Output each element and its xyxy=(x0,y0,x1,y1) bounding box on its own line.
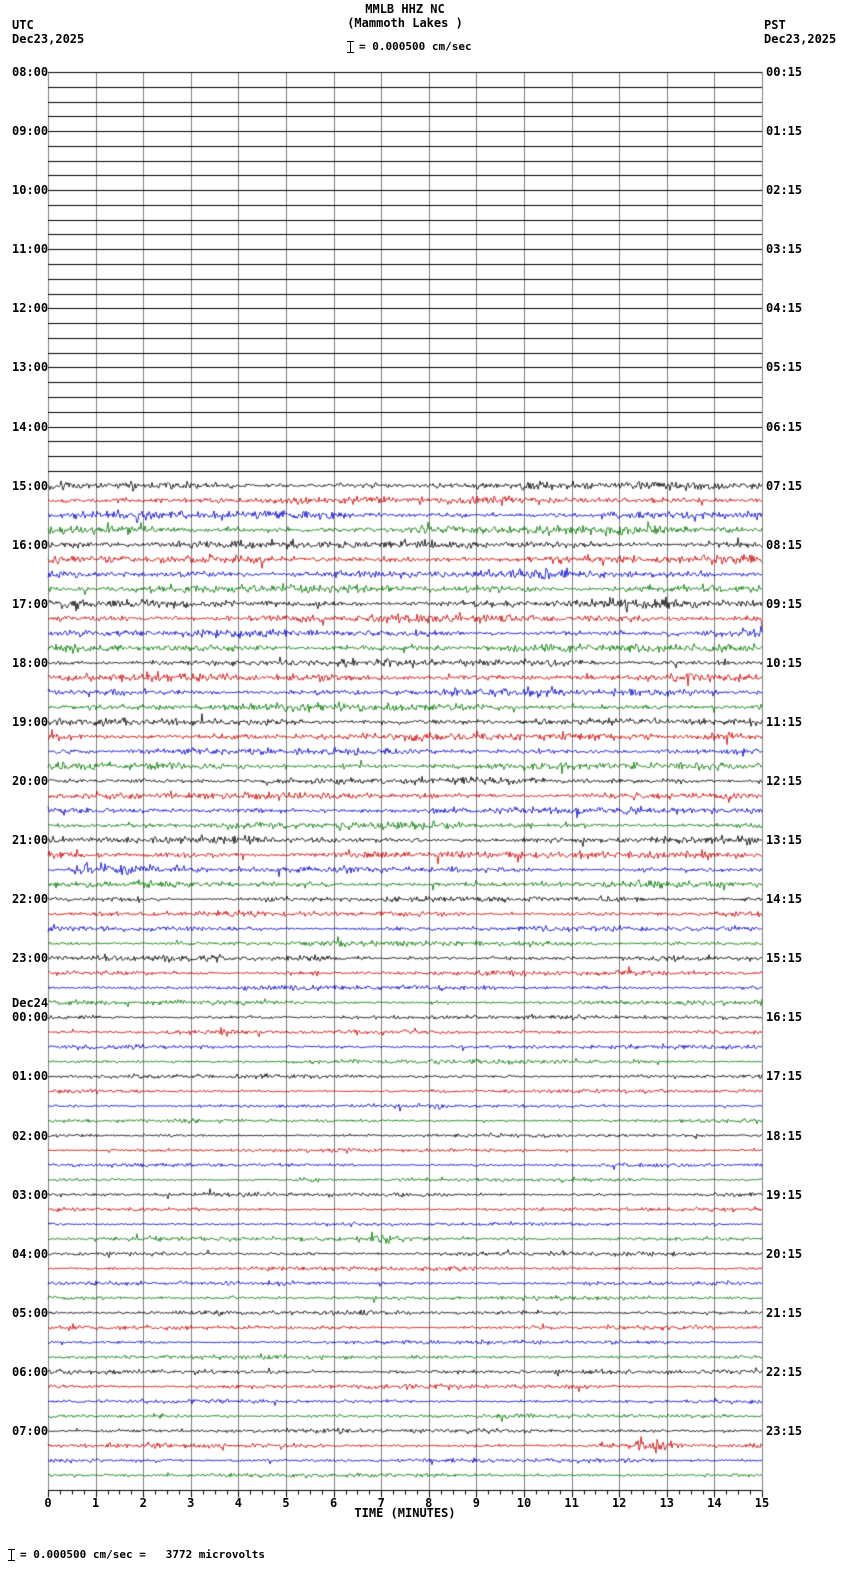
utc-hour-label: 04:00 xyxy=(12,1246,49,1261)
utc-hour-label: 02:00 xyxy=(12,1128,49,1143)
pst-hour-label: 19:15 xyxy=(766,1187,803,1202)
utc-hour-label: 08:00 xyxy=(12,65,49,79)
utc-hour-label: 18:00 xyxy=(12,655,49,670)
utc-hour-label: 14:00 xyxy=(12,419,49,434)
utc-hour-label: 06:00 xyxy=(12,1364,49,1379)
pst-hour-label: 09:15 xyxy=(766,596,803,611)
x-tick-label: 11 xyxy=(564,1496,579,1510)
utc-hour-label: 19:00 xyxy=(12,714,49,729)
x-tick-label: 3 xyxy=(187,1496,195,1510)
utc-hour-label: 09:00 xyxy=(12,124,49,139)
pst-hour-label: 15:15 xyxy=(766,951,803,966)
pst-hour-label: 03:15 xyxy=(766,242,803,257)
station-title: MMLB HHZ NC xyxy=(365,2,445,16)
pst-hour-label: 14:15 xyxy=(766,892,803,907)
pst-hour-label: 05:15 xyxy=(766,360,803,375)
pst-hour-label: 23:15 xyxy=(766,1423,803,1438)
pst-hour-label: 07:15 xyxy=(766,478,803,493)
pst-hour-label: 22:15 xyxy=(766,1364,803,1379)
pst-hour-label: 04:15 xyxy=(766,301,803,316)
pst-hour-label: 17:15 xyxy=(766,1069,803,1084)
pst-hour-label: 21:15 xyxy=(766,1305,803,1320)
x-tick-label: 14 xyxy=(707,1496,722,1510)
utc-hour-label: 03:00 xyxy=(12,1187,49,1202)
utc-hour-label: 22:00 xyxy=(12,892,49,907)
pst-date: Dec23,2025 xyxy=(764,32,837,46)
x-tick-label: 10 xyxy=(516,1496,532,1510)
x-tick-label: 4 xyxy=(234,1496,243,1510)
utc-hour-label: 05:00 xyxy=(12,1305,49,1320)
x-tick-label: 0 xyxy=(44,1496,52,1510)
utc-hour-label: 17:00 xyxy=(12,596,49,611)
scale-bar-icon xyxy=(347,40,354,53)
pst-hour-label: 18:15 xyxy=(766,1128,803,1143)
pst-hour-label: 02:15 xyxy=(766,183,803,198)
utc-hour-label: 01:00 xyxy=(12,1069,49,1084)
utc-hour-label: 16:00 xyxy=(12,537,49,552)
pst-hour-label: 20:15 xyxy=(766,1246,803,1261)
station-subtitle: (Mammoth Lakes ) xyxy=(347,16,463,30)
utc-hour-label: 07:00 xyxy=(12,1423,49,1438)
x-tick-label: 5 xyxy=(282,1496,290,1510)
pst-hour-label: 06:15 xyxy=(766,419,803,434)
x-axis-label: TIME (MINUTES) xyxy=(354,1506,456,1520)
utc-hour-label: 15:00 xyxy=(12,478,49,493)
footer-scale-text: = 0.000500 cm/sec = 3772 microvolts xyxy=(20,1548,266,1561)
pst-hour-label: 12:15 xyxy=(766,774,803,788)
scale-bar-icon xyxy=(8,1548,15,1561)
pst-hour-label: 13:15 xyxy=(766,833,803,848)
x-tick-label: 12 xyxy=(611,1496,627,1510)
utc-hour-label: 13:00 xyxy=(12,360,49,375)
utc-hour-label: 11:00 xyxy=(12,242,49,257)
scale-indicator: = 0.000500 cm/sec xyxy=(347,40,472,53)
x-tick-label: 1 xyxy=(91,1496,100,1510)
pst-timezone-label: PST xyxy=(764,18,786,32)
x-tick-label: 2 xyxy=(139,1496,147,1510)
utc-timezone-label: UTC xyxy=(12,18,34,32)
utc-hour-label: 12:00 xyxy=(12,301,49,316)
pst-hour-label: 10:15 xyxy=(766,655,803,670)
utc-hour-label: 23:00 xyxy=(12,951,49,966)
utc-hour-label: 00:00 xyxy=(12,1010,49,1025)
x-tick-label: 8 xyxy=(425,1496,433,1510)
x-tick-label: 13 xyxy=(659,1496,675,1510)
pst-hour-label: 00:15 xyxy=(766,65,803,79)
x-tick-label: 15 xyxy=(754,1496,770,1510)
utc-hour-label: 20:00 xyxy=(12,774,49,788)
scale-text: = 0.000500 cm/sec xyxy=(359,40,472,53)
x-tick-label: 6 xyxy=(329,1496,338,1510)
utc-hour-label: 10:00 xyxy=(12,183,49,198)
utc-date: Dec23,2025 xyxy=(12,32,85,46)
utc-hour-label: 21:00 xyxy=(12,833,49,848)
pst-hour-label: 16:15 xyxy=(766,1010,803,1025)
pst-hour-label: 11:15 xyxy=(766,714,803,729)
x-tick-label: 9 xyxy=(472,1496,481,1510)
utc-date-rollover-label: Dec24 xyxy=(12,996,49,1011)
pst-hour-label: 01:15 xyxy=(766,124,803,139)
pst-hour-label: 08:15 xyxy=(766,537,803,552)
x-tick-label: 7 xyxy=(377,1496,385,1510)
footer-scale: = 0.000500 cm/sec = 3772 microvolts xyxy=(8,1548,265,1561)
